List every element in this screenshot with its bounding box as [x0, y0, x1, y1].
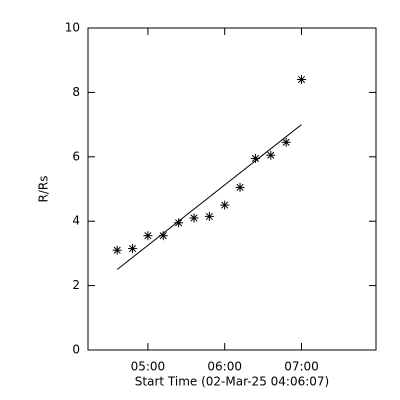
- y-tick-label: 2: [72, 278, 80, 292]
- point: [189, 213, 199, 223]
- point-stroke: [190, 214, 198, 222]
- x-tick-label: 06:00: [207, 360, 242, 374]
- y-tick-label: 4: [72, 214, 80, 228]
- fit-line: [116, 124, 302, 270]
- y-tick-label: 0: [72, 343, 80, 357]
- x-tick-label: 07:00: [284, 360, 319, 374]
- point: [128, 244, 138, 254]
- point: [235, 182, 245, 192]
- point: [112, 245, 122, 255]
- y-tick-label: 10: [65, 21, 80, 35]
- point-stroke: [251, 154, 259, 162]
- point-stroke: [297, 75, 306, 84]
- point: [297, 75, 307, 85]
- point-stroke: [175, 219, 183, 227]
- point: [266, 150, 276, 160]
- x-axis-label: Start Time (02-Mar-25 04:06:07): [135, 375, 329, 389]
- point: [174, 218, 184, 228]
- y-axis-label: R/Rs: [37, 176, 51, 203]
- point-stroke: [205, 212, 213, 220]
- x-tick-label: 05:00: [131, 360, 166, 374]
- point-stroke: [267, 151, 275, 159]
- point-stroke: [128, 245, 137, 253]
- y-tick-label: 6: [72, 149, 80, 163]
- point: [220, 200, 230, 210]
- point-stroke: [113, 246, 121, 254]
- point: [281, 137, 291, 147]
- point-stroke: [282, 138, 290, 146]
- point-stroke: [221, 201, 229, 209]
- point-stroke: [159, 232, 167, 240]
- point-stroke: [236, 183, 244, 191]
- plot-frame: [87, 27, 377, 351]
- point: [204, 211, 214, 221]
- point: [143, 231, 153, 241]
- point-stroke: [144, 232, 152, 240]
- y-tick-label: 8: [72, 85, 80, 99]
